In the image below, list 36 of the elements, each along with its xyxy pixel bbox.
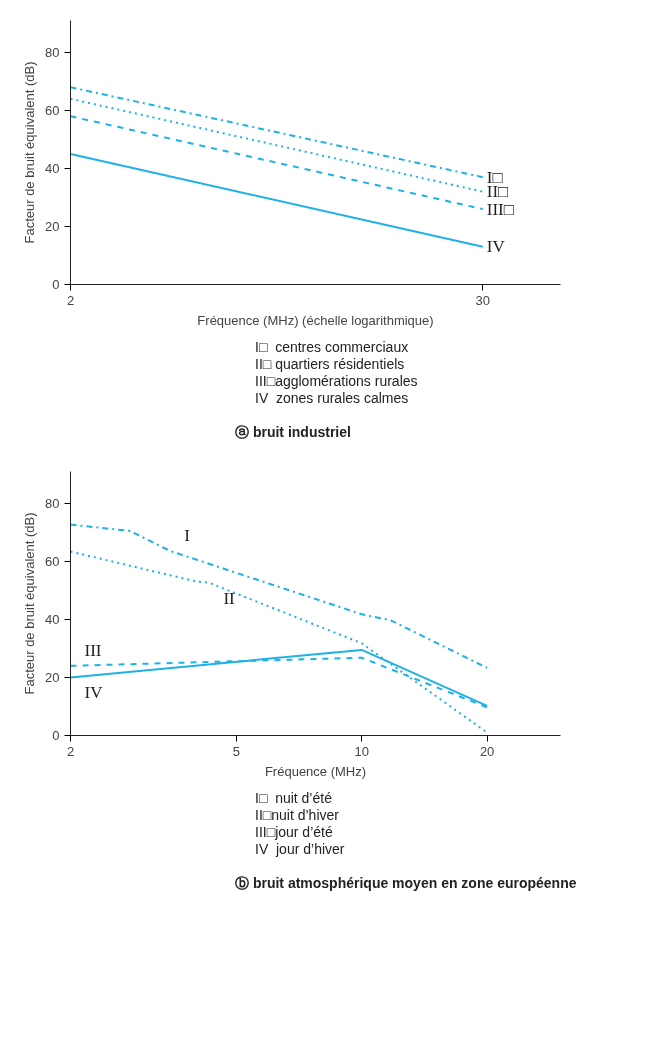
x-tick-label: 2 bbox=[66, 743, 75, 759]
y-tick-label: 40 bbox=[45, 160, 60, 176]
text: IV jour d’hiver bbox=[255, 841, 345, 858]
annotation: IV bbox=[486, 237, 506, 257]
y-tick-label: 80 bbox=[45, 44, 60, 60]
text: III□jour d’été bbox=[255, 824, 333, 841]
annotation: III□ bbox=[486, 199, 514, 219]
x-tick-label: 20 bbox=[479, 743, 495, 759]
text: ⓐ bruit industriel bbox=[235, 423, 351, 443]
y-tick-label: 60 bbox=[45, 102, 60, 118]
annotation: III bbox=[84, 641, 102, 661]
text: IV zones rurales calmes bbox=[255, 390, 409, 406]
text: I□ nuit d’été bbox=[255, 790, 332, 807]
y-tick-label: 40 bbox=[45, 612, 60, 628]
text: I□ centres commerciaux bbox=[255, 339, 409, 355]
text: II□ quartiers résidentiels bbox=[255, 356, 405, 372]
x-tick-label: 5 bbox=[232, 743, 240, 759]
annotation: IV bbox=[84, 683, 104, 703]
y-axis-title: Facteur de bruit équivalent (dB) bbox=[22, 512, 38, 695]
y-axis-title: Facteur de bruit équivalent (dB) bbox=[22, 61, 38, 244]
y-tick-label: 20 bbox=[45, 670, 60, 686]
y-tick-label: 60 bbox=[45, 554, 60, 570]
x-axis-title: Fréquence (MHz) bbox=[264, 763, 367, 779]
y-tick-label: 0 bbox=[52, 277, 60, 292]
text: ⓑ bruit atmosphérique moyen en zone européenne bbox=[235, 874, 577, 894]
y-tick-label: 0 bbox=[52, 728, 60, 744]
x-tick-label: 30 bbox=[475, 292, 490, 308]
y-tick-label: 80 bbox=[45, 496, 60, 512]
x-tick-label: 2 bbox=[66, 292, 75, 308]
annotation: II bbox=[223, 589, 236, 609]
text: II□nuit d’hiver bbox=[255, 807, 339, 824]
text: III□agglomérations rurales bbox=[255, 373, 418, 389]
x-tick-label: 10 bbox=[354, 743, 369, 759]
annotation: I bbox=[184, 526, 191, 546]
x-axis-title: Fréquence (MHz) (échelle logarithmique) bbox=[197, 312, 434, 328]
y-tick-label: 20 bbox=[45, 218, 60, 234]
